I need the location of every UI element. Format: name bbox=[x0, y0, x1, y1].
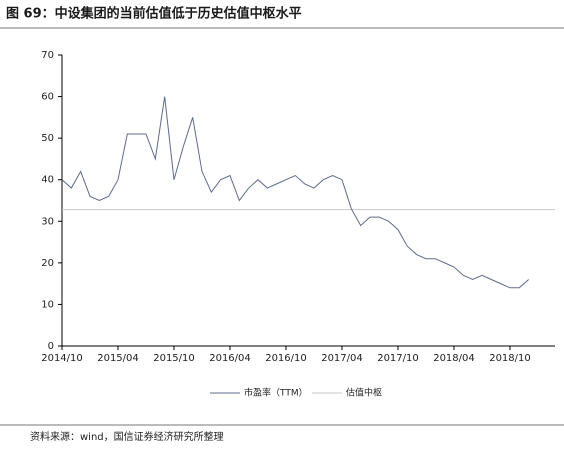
source: 资料来源：wind，国信证券经济研究所整理 bbox=[30, 430, 224, 443]
x-tick-label: 2015/10 bbox=[153, 353, 195, 364]
y-tick-label: 60 bbox=[41, 92, 54, 103]
y-tick-label: 70 bbox=[41, 50, 54, 61]
pe-line bbox=[61, 96, 529, 289]
y-tick-label: 0 bbox=[48, 341, 54, 352]
chart-title: 图 69：中设集团的当前估值低于历史估值中枢水平 bbox=[6, 6, 302, 22]
x-tick-label: 2017/04 bbox=[321, 353, 363, 364]
legend-label: 估值中枢 bbox=[346, 387, 382, 399]
y-tick-label: 10 bbox=[41, 299, 54, 310]
x-tick-label: 2015/04 bbox=[97, 353, 139, 364]
y-tick-label: 30 bbox=[41, 216, 54, 227]
x-tick-label: 2014/10 bbox=[41, 353, 83, 364]
x-tick-label: 2017/10 bbox=[377, 353, 419, 364]
x-tick-label: 2016/10 bbox=[265, 353, 307, 364]
y-tick-label: 40 bbox=[41, 175, 54, 186]
x-tick-label: 2018/10 bbox=[489, 353, 531, 364]
legend-label: 市盈率（TTM） bbox=[244, 387, 308, 399]
x-tick-label: 2016/04 bbox=[209, 353, 251, 364]
y-tick-label: 20 bbox=[41, 258, 54, 269]
y-tick-label: 50 bbox=[41, 133, 54, 144]
x-tick-label: 2018/04 bbox=[433, 353, 475, 364]
